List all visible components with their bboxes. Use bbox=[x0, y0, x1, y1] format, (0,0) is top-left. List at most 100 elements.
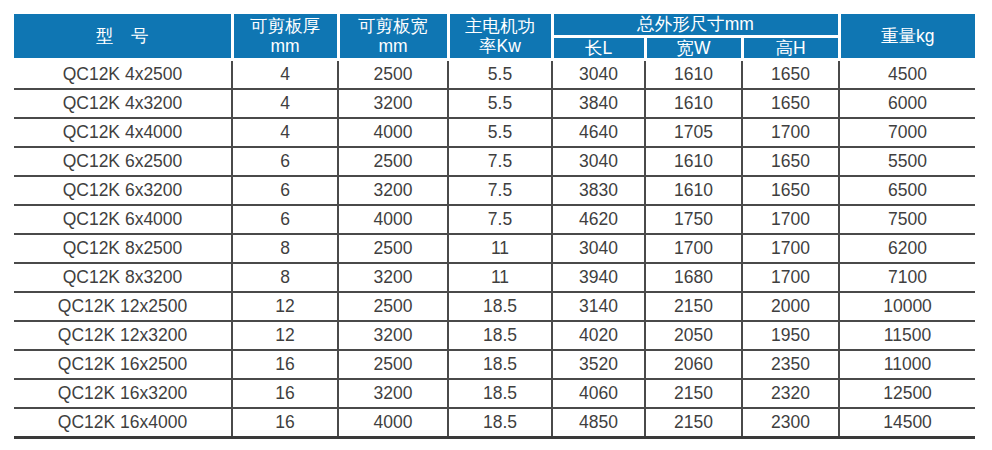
table-cell: 5500 bbox=[839, 147, 975, 176]
table-cell: 1610 bbox=[645, 89, 742, 118]
table-cell: 4 bbox=[232, 59, 338, 89]
table-row: QC12K 4x3200432005.53840161016506000 bbox=[14, 89, 975, 118]
table-cell: 3040 bbox=[552, 147, 645, 176]
table-cell: 2150 bbox=[645, 408, 742, 438]
table-row: QC12K 12x250012250018.531402150200010000 bbox=[14, 292, 975, 321]
table-cell: 2500 bbox=[338, 292, 448, 321]
table-cell: 2300 bbox=[742, 408, 839, 438]
col-header-weight: 重量kg bbox=[839, 14, 975, 59]
table-cell: 8 bbox=[232, 263, 338, 292]
table-cell: 2500 bbox=[338, 59, 448, 89]
table-cell: 1680 bbox=[645, 263, 742, 292]
table-cell: 10000 bbox=[839, 292, 975, 321]
table-cell: QC12K 6x3200 bbox=[14, 176, 232, 205]
col-header-model: 型 号 bbox=[14, 14, 232, 59]
table-cell: 4000 bbox=[338, 205, 448, 234]
table-cell: 11000 bbox=[839, 350, 975, 379]
table-cell: 1950 bbox=[742, 321, 839, 350]
table-cell: 3840 bbox=[552, 89, 645, 118]
table-cell: 1650 bbox=[742, 176, 839, 205]
table-cell: 11500 bbox=[839, 321, 975, 350]
table-cell: 4640 bbox=[552, 118, 645, 147]
table-cell: QC12K 4x2500 bbox=[14, 59, 232, 89]
table-cell: 2050 bbox=[645, 321, 742, 350]
table-cell: 5.5 bbox=[448, 89, 552, 118]
table-cell: QC12K 16x4000 bbox=[14, 408, 232, 438]
table-cell: 18.5 bbox=[448, 408, 552, 438]
table-cell: 1700 bbox=[742, 263, 839, 292]
table-row: QC12K 16x400016400018.548502150230014500 bbox=[14, 408, 975, 438]
table-cell: 2150 bbox=[645, 292, 742, 321]
table-cell: 1700 bbox=[742, 234, 839, 263]
table-cell: 3200 bbox=[338, 379, 448, 408]
table-cell: 18.5 bbox=[448, 321, 552, 350]
page: 型 号 可剪板厚 mm 可剪板宽 mm 主电机功 率Kw 总外形尺寸mm 重量k… bbox=[0, 0, 992, 439]
table-cell: 2060 bbox=[645, 350, 742, 379]
table-cell: 14500 bbox=[839, 408, 975, 438]
table-cell: 18.5 bbox=[448, 350, 552, 379]
table-header: 型 号 可剪板厚 mm 可剪板宽 mm 主电机功 率Kw 总外形尺寸mm 重量k… bbox=[14, 14, 975, 59]
table-cell: 1750 bbox=[645, 205, 742, 234]
table-cell: 2000 bbox=[742, 292, 839, 321]
col-header-width-w: 宽W bbox=[645, 36, 742, 59]
table-cell: 1610 bbox=[645, 147, 742, 176]
table-cell: 11 bbox=[448, 263, 552, 292]
col-header-plate-width: 可剪板宽 mm bbox=[338, 14, 448, 59]
table-cell: 2500 bbox=[338, 350, 448, 379]
table-row: QC12K 6x3200632007.53830161016506500 bbox=[14, 176, 975, 205]
table-cell: 3940 bbox=[552, 263, 645, 292]
table-row: QC12K 16x250016250018.535202060235011000 bbox=[14, 350, 975, 379]
table-cell: 2150 bbox=[645, 379, 742, 408]
table-cell: QC12K 8x3200 bbox=[14, 263, 232, 292]
table-cell: 7100 bbox=[839, 263, 975, 292]
table-cell: 4500 bbox=[839, 59, 975, 89]
table-cell: 5.5 bbox=[448, 118, 552, 147]
table-cell: QC12K 8x2500 bbox=[14, 234, 232, 263]
table-cell: 12 bbox=[232, 292, 338, 321]
table-cell: 2500 bbox=[338, 234, 448, 263]
table-cell: 6 bbox=[232, 147, 338, 176]
table-cell: QC12K 12x3200 bbox=[14, 321, 232, 350]
table-cell: QC12K 16x2500 bbox=[14, 350, 232, 379]
table-cell: 16 bbox=[232, 350, 338, 379]
table-cell: 2500 bbox=[338, 147, 448, 176]
table-body: QC12K 4x2500425005.53040161016504500QC12… bbox=[14, 59, 975, 437]
table-cell: 4850 bbox=[552, 408, 645, 438]
table-cell: 3040 bbox=[552, 234, 645, 263]
col-header-length-l: 长L bbox=[552, 36, 645, 59]
table-cell: 7000 bbox=[839, 118, 975, 147]
col-header-height-h: 高H bbox=[742, 36, 839, 59]
table-cell: 6 bbox=[232, 205, 338, 234]
table-cell: 4000 bbox=[338, 408, 448, 438]
table-cell: 1650 bbox=[742, 147, 839, 176]
table-cell: 18.5 bbox=[448, 292, 552, 321]
table-row: QC12K 6x2500625007.53040161016505500 bbox=[14, 147, 975, 176]
table-row: QC12K 6x4000640007.54620175017007500 bbox=[14, 205, 975, 234]
table-cell: 4 bbox=[232, 89, 338, 118]
table-cell: 16 bbox=[232, 408, 338, 438]
table-cell: QC12K 4x3200 bbox=[14, 89, 232, 118]
table-row: QC12K 12x320012320018.540202050195011500 bbox=[14, 321, 975, 350]
table-cell: 3200 bbox=[338, 321, 448, 350]
table-cell: 3200 bbox=[338, 263, 448, 292]
col-header-dimensions-group: 总外形尺寸mm bbox=[552, 14, 839, 36]
table-cell: 4020 bbox=[552, 321, 645, 350]
table-cell: 12 bbox=[232, 321, 338, 350]
table-cell: 1700 bbox=[742, 205, 839, 234]
table-cell: 12500 bbox=[839, 379, 975, 408]
table-row: QC12K 4x4000440005.54640170517007000 bbox=[14, 118, 975, 147]
table-cell: 5.5 bbox=[448, 59, 552, 89]
table-cell: 3520 bbox=[552, 350, 645, 379]
table-cell: 6 bbox=[232, 176, 338, 205]
table-cell: 11 bbox=[448, 234, 552, 263]
table-cell: 6500 bbox=[839, 176, 975, 205]
table-row: QC12K 8x250082500113040170017006200 bbox=[14, 234, 975, 263]
table-cell: 3830 bbox=[552, 176, 645, 205]
table-cell: 6200 bbox=[839, 234, 975, 263]
table-cell: 7500 bbox=[839, 205, 975, 234]
table-cell: 1705 bbox=[645, 118, 742, 147]
table-cell: 16 bbox=[232, 379, 338, 408]
table-cell: 2320 bbox=[742, 379, 839, 408]
spec-table: 型 号 可剪板厚 mm 可剪板宽 mm 主电机功 率Kw 总外形尺寸mm 重量k… bbox=[14, 14, 975, 439]
table-row: QC12K 4x2500425005.53040161016504500 bbox=[14, 59, 975, 89]
